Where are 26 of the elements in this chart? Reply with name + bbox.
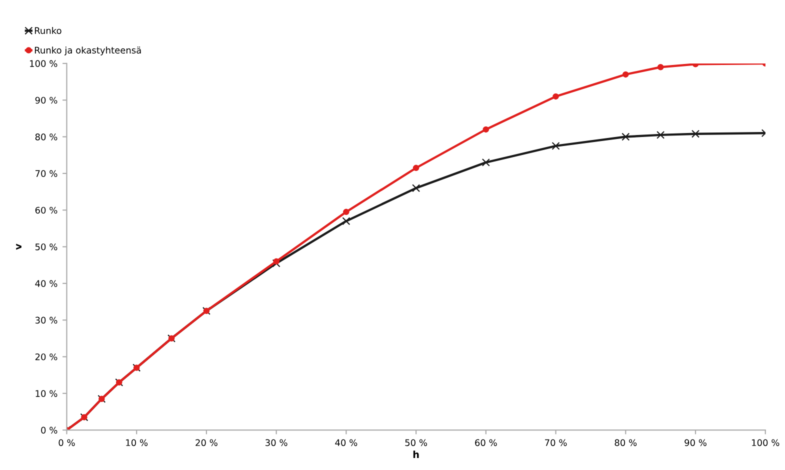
y-tick-label: 20 % (35, 353, 58, 360)
x-tick-label: 40 % (335, 439, 358, 446)
x-tick-label: 30 % (266, 439, 288, 446)
x-tick-label: 70 % (545, 439, 567, 446)
x-tick-label: 100 % (752, 439, 780, 446)
y-tick-label: 80 % (35, 134, 58, 140)
y-tick-label: 60 % (35, 206, 58, 214)
x-tick-label: 0 % (58, 439, 75, 446)
x-tick-label: 20 % (196, 439, 218, 446)
x-axis-title: h (413, 450, 419, 458)
x-tick-label: 60 % (475, 439, 497, 446)
y-tick-label: 40 % (35, 280, 58, 287)
legend-label: Runko (34, 27, 62, 34)
y-axis-title: v (16, 244, 22, 250)
x-tick-label: 10 % (126, 439, 148, 446)
y-tick-label: 10 % (36, 390, 58, 397)
x-tick-label: 90 % (684, 439, 706, 446)
x-tick-label: 50 % (405, 439, 428, 446)
legend-label: Runko ja okastyhteensä (34, 46, 141, 56)
y-tick-label: 0 % (41, 426, 58, 434)
y-tick-label: 30 % (35, 316, 58, 324)
y-tick-label: 50 % (35, 243, 58, 250)
y-tick-label: 70 % (36, 170, 58, 177)
y-tick-label: 100 % (30, 60, 58, 68)
x-tick-label: 80 % (614, 439, 637, 446)
y-tick-label: 90 % (35, 96, 58, 104)
